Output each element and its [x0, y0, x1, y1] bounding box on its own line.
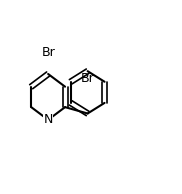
Text: Br: Br — [41, 46, 55, 59]
Text: N: N — [43, 113, 53, 126]
Text: Br: Br — [81, 72, 94, 85]
